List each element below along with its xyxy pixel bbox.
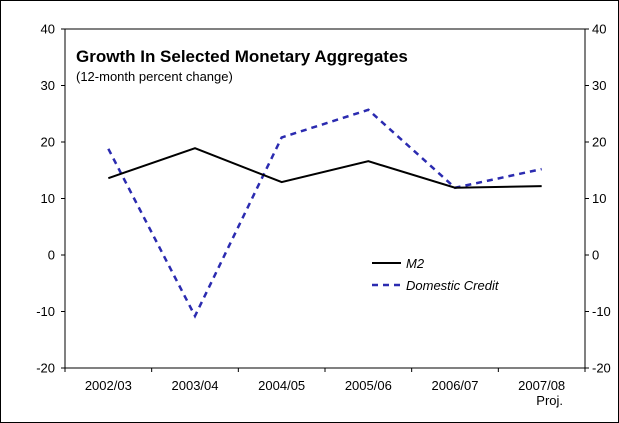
chart-title: Growth In Selected Monetary Aggregates xyxy=(76,47,408,66)
right-axis: -20 -10 0 10 20 30 40 xyxy=(585,22,611,376)
right-axis-tick-label: 20 xyxy=(592,135,606,150)
x-axis-tick-label: 2003/04 xyxy=(172,378,219,393)
right-axis-tick-label: 10 xyxy=(592,191,606,206)
left-axis-tick-label: -10 xyxy=(36,304,55,319)
legend-label-m2: M2 xyxy=(406,256,425,271)
x-axis-tick-label: 2005/06 xyxy=(345,378,392,393)
series-line-m2 xyxy=(108,147,542,189)
right-axis-tick-label: -10 xyxy=(592,304,611,319)
series-layer xyxy=(107,108,542,319)
x-axis-tick-sublabel: Proj. xyxy=(536,393,563,408)
right-axis-tick-label: 0 xyxy=(592,248,599,263)
x-axis: 2002/03 2003/04 2004/05 2005/06 2006/07 2007/… xyxy=(64,368,586,408)
chart-subtitle: (12-month percent change) xyxy=(76,69,233,84)
left-axis-tick-label: -20 xyxy=(36,361,55,376)
series-line-domestic-credit xyxy=(107,108,542,319)
right-axis-tick-label: 40 xyxy=(592,22,606,37)
x-axis-tick-label: 2007/08 xyxy=(518,378,565,393)
legend: M2 Domestic Credit xyxy=(372,256,500,293)
x-axis-tick-label: 2006/07 xyxy=(432,378,479,393)
left-axis-tick-label: 10 xyxy=(41,191,55,206)
left-axis-tick-label: 20 xyxy=(41,135,55,150)
legend-label-domestic-credit: Domestic Credit xyxy=(406,278,500,293)
right-axis-tick-label: -20 xyxy=(592,361,611,376)
right-axis-tick-label: 30 xyxy=(592,78,606,93)
x-axis-tick-label: 2002/03 xyxy=(85,378,132,393)
left-axis: -20 -10 0 10 20 30 40 xyxy=(36,22,65,376)
left-axis-tick-label: 30 xyxy=(41,78,55,93)
left-axis-tick-label: 0 xyxy=(48,248,55,263)
left-axis-tick-label: 40 xyxy=(41,22,55,37)
x-axis-tick-label: 2004/05 xyxy=(258,378,305,393)
